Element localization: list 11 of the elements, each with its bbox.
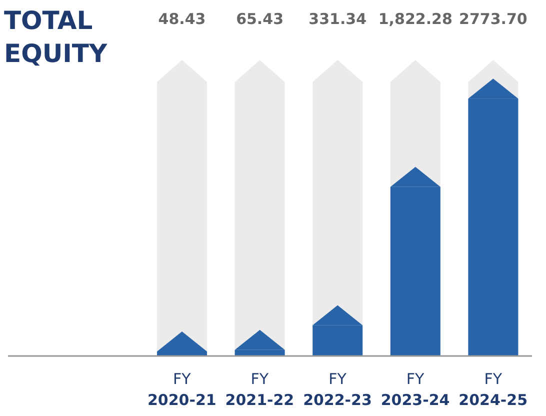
chart-title: TOTAL EQUITY (4, 5, 108, 70)
data-label: 65.43 (236, 10, 284, 28)
data-label: 48.43 (158, 10, 206, 28)
x-tick-label: FY 2020-21 (147, 370, 216, 409)
x-tick-label: FY 2024-25 (458, 370, 528, 409)
data-label: 2773.70 (459, 10, 528, 28)
x-tick-label: FY 2022-23 (303, 370, 372, 409)
data-label: 1,822.28 (378, 10, 452, 28)
x-tick-label: FY 2021-22 (225, 370, 294, 409)
x-tick-label: FY 2023-24 (380, 370, 450, 409)
data-label: 331.34 (308, 10, 367, 28)
